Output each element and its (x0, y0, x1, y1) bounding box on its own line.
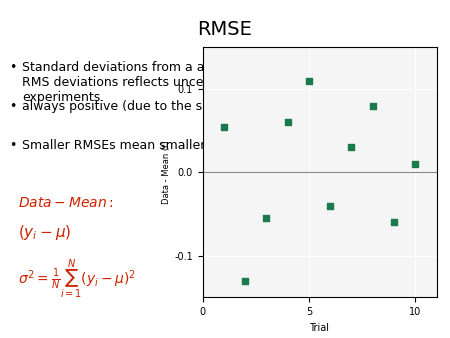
X-axis label: Trial: Trial (310, 323, 329, 333)
Point (369, 103, 376, 108)
Point (412, 161, 419, 167)
Text: Standard deviations from a arithmetic mean or
RMS deviations reflects uncertaint: Standard deviations from a arithmetic me… (22, 61, 318, 104)
Text: $(y_i - \mu)$: $(y_i - \mu)$ (18, 223, 72, 242)
Text: $\sigma^2 = \frac{1}{N}\sum_{i=1}^{N}(y_i - \mu)^2$: $\sigma^2 = \frac{1}{N}\sum_{i=1}^{N}(y_… (18, 257, 136, 301)
Point (220, 124, 227, 129)
Text: RMSE: RMSE (198, 20, 252, 39)
Y-axis label: Data - Mean (t): Data - Mean (t) (162, 141, 171, 204)
Point (327, 203, 334, 209)
Text: $Data - Mean:$: $Data - Mean:$ (18, 196, 114, 210)
Point (348, 145, 355, 150)
Point (242, 278, 249, 284)
Point (263, 216, 270, 221)
Text: Smaller RMSEs mean smaller uncertainties.: Smaller RMSEs mean smaller uncertainties… (22, 139, 296, 151)
Text: always positive (due to the square).: always positive (due to the square). (22, 100, 248, 113)
Text: •: • (9, 139, 16, 151)
Point (390, 220, 397, 225)
Point (305, 78, 312, 83)
Text: •: • (9, 100, 16, 113)
Text: •: • (9, 61, 16, 74)
Point (284, 120, 291, 125)
